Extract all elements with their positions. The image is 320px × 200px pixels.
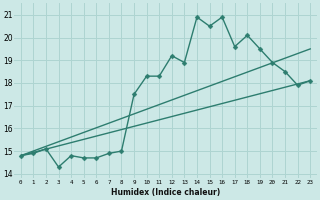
X-axis label: Humidex (Indice chaleur): Humidex (Indice chaleur) [111, 188, 220, 197]
